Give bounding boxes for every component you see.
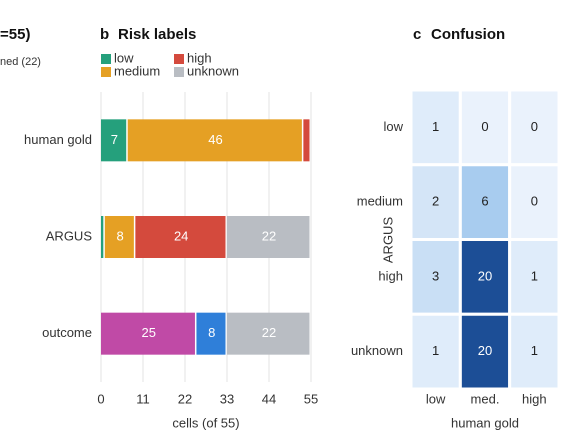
y-tick-label: ARGUS xyxy=(46,228,93,243)
row-label: low xyxy=(383,119,403,134)
bar-value-label: 7 xyxy=(111,132,118,147)
legend-label: low xyxy=(114,50,134,65)
bar-segment xyxy=(101,312,195,355)
cell-value: 2 xyxy=(432,194,439,209)
column-label: low xyxy=(426,391,446,406)
cell-value: 0 xyxy=(481,119,488,134)
cell-value: 1 xyxy=(432,343,439,358)
x-tick-label: 22 xyxy=(178,391,192,406)
row-label: medium xyxy=(357,194,403,209)
panel-title: Risk labels xyxy=(118,26,196,43)
bar-value-label: 8 xyxy=(116,228,123,243)
legend-swatch xyxy=(174,54,184,64)
bar-segment xyxy=(303,119,310,162)
heatmap-cell xyxy=(409,88,462,167)
cell-value: 1 xyxy=(432,119,439,134)
legend-swatch xyxy=(101,67,111,77)
bar-segment xyxy=(196,312,226,355)
bar-segment xyxy=(227,312,310,355)
x-tick-label: 11 xyxy=(136,391,150,406)
legend-swatch xyxy=(174,67,184,77)
row-label: high xyxy=(378,268,403,283)
cut-note: ned (22) xyxy=(0,56,41,68)
bar-segment xyxy=(101,216,104,258)
bar-segment xyxy=(135,216,226,258)
legend-label: medium xyxy=(114,63,160,78)
cell-value: 0 xyxy=(531,119,538,134)
legend-swatch xyxy=(101,54,111,64)
x-axis-label: human gold xyxy=(451,415,519,430)
heatmap-cell xyxy=(409,238,462,316)
x-tick-label: 33 xyxy=(220,391,234,406)
cell-value: 0 xyxy=(531,194,538,209)
y-axis-label: ARGUS xyxy=(380,217,395,264)
x-tick-label: 0 xyxy=(97,391,104,406)
y-tick-label: outcome xyxy=(42,325,92,340)
heatmap-cell xyxy=(458,163,512,241)
legend-label: high xyxy=(187,50,212,65)
bar-value-label: 25 xyxy=(141,325,155,340)
x-tick-label: 44 xyxy=(262,391,276,406)
bar-segment xyxy=(104,216,134,258)
cell-value: 1 xyxy=(531,268,538,283)
x-axis-label: cells (of 55) xyxy=(172,415,239,430)
cut-title: =55) xyxy=(0,26,30,43)
cell-value: 20 xyxy=(478,343,492,358)
heatmap-cell xyxy=(508,88,561,167)
panel-letter: b xyxy=(100,26,109,43)
heatmap-cell xyxy=(458,238,512,316)
bar-value-label: 24 xyxy=(174,228,188,243)
panel-title: Confusion xyxy=(431,26,505,43)
panel-letter: c xyxy=(413,26,421,43)
bar-value-label: 22 xyxy=(262,325,276,340)
cell-value: 6 xyxy=(481,194,488,209)
bar-value-label: 46 xyxy=(208,132,222,147)
cell-value: 1 xyxy=(531,343,538,358)
cell-value: 20 xyxy=(478,268,492,283)
heatmap-cell xyxy=(508,312,561,391)
legend-label: unknown xyxy=(187,63,239,78)
row-label: unknown xyxy=(351,343,403,358)
y-tick-label: human gold xyxy=(24,132,92,147)
column-label: high xyxy=(522,391,547,406)
heatmap-cell xyxy=(409,312,462,391)
bar-segment xyxy=(101,119,127,162)
bar-segment xyxy=(127,119,302,162)
x-tick-label: 55 xyxy=(304,391,318,406)
cell-value: 3 xyxy=(432,268,439,283)
column-label: med. xyxy=(471,391,500,406)
bar-segment xyxy=(227,216,310,258)
bar-value-label: 8 xyxy=(208,325,215,340)
bar-value-label: 22 xyxy=(262,228,276,243)
heatmap-cell xyxy=(458,312,512,391)
